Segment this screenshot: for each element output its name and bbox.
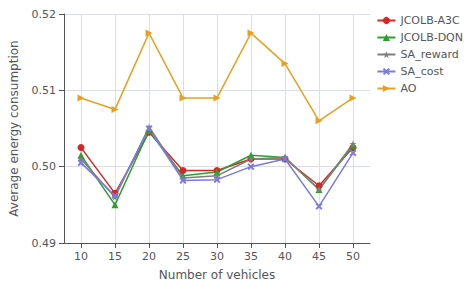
svg-text:JCOLB-A3C: JCOLB-A3C — [399, 14, 460, 27]
svg-text:0.49: 0.49 — [32, 237, 57, 250]
svg-text:AO: AO — [400, 82, 416, 95]
svg-text:40: 40 — [278, 250, 292, 263]
svg-text:45: 45 — [312, 250, 326, 263]
svg-text:0.51: 0.51 — [32, 84, 57, 97]
svg-text:35: 35 — [244, 250, 258, 263]
svg-text:30: 30 — [210, 250, 224, 263]
svg-text:Average energy consumption: Average energy consumption — [7, 40, 21, 216]
svg-text:JCOLB-DQN: JCOLB-DQN — [399, 31, 463, 44]
svg-text:15: 15 — [108, 250, 122, 263]
svg-text:20: 20 — [142, 250, 156, 263]
svg-text:0.52: 0.52 — [32, 8, 57, 21]
svg-text:10: 10 — [74, 250, 88, 263]
svg-text:SA_cost: SA_cost — [400, 65, 444, 78]
svg-text:0.50: 0.50 — [32, 160, 57, 173]
svg-text:50: 50 — [346, 250, 360, 263]
svg-text:25: 25 — [176, 250, 190, 263]
svg-text:Number of vehicles: Number of vehicles — [159, 268, 275, 282]
svg-text:SA_reward: SA_reward — [400, 48, 458, 61]
